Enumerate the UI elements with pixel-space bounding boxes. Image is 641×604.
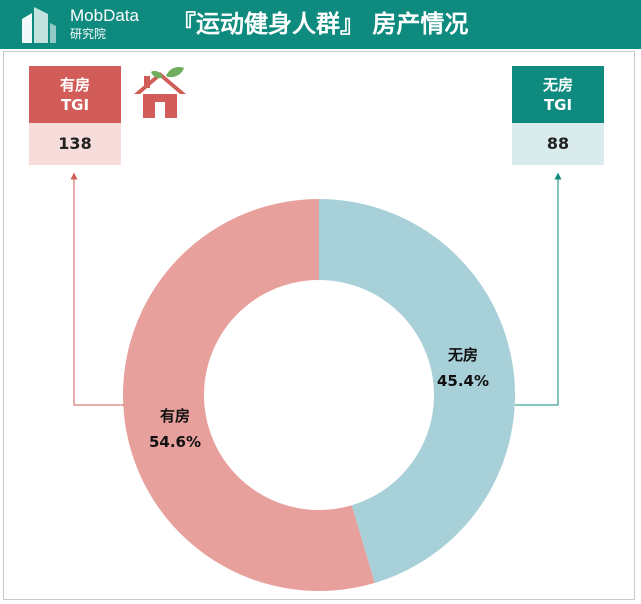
header-bar: MobData 研究院 『运动健身人群』 房产情况 [0,0,641,49]
slice-own-category: 有房 [159,407,190,425]
tgi-own-label: 有房 [59,75,90,94]
slice-label-own: 有房 54.6% [140,403,210,455]
tgi-none-label-tgi: TGI [543,95,573,114]
tgi-own-header: 有房 TGI [29,66,121,123]
slice-none-category: 无房 [447,346,478,364]
slice-own-percent: 54.6% [148,433,202,451]
page-title: 『运动健身人群』 房产情况 [172,10,469,38]
tgi-own-label-tgi: TGI [60,95,90,114]
tgi-box-own: 有房 TGI 138 [29,66,121,165]
brand-subtitle: 研究院 [70,27,107,41]
tgi-box-none: 无房 TGI 88 [512,66,604,165]
tgi-none-header: 无房 TGI [512,66,604,123]
tgi-none-label: 无房 [542,75,573,94]
donut-slice-own [123,199,375,591]
brand-name: MobData [70,6,139,25]
tgi-own-value: 138 [29,123,121,165]
slice-none-percent: 45.4% [436,372,490,390]
tgi-none-value: 88 [512,123,604,165]
donut-slice-none [319,199,516,583]
leader-line-none [515,172,562,406]
slice-label-none: 无房 45.4% [428,342,498,394]
building-logo-icon [22,7,56,43]
leader-line-own [70,172,124,406]
house-icon [134,66,186,118]
